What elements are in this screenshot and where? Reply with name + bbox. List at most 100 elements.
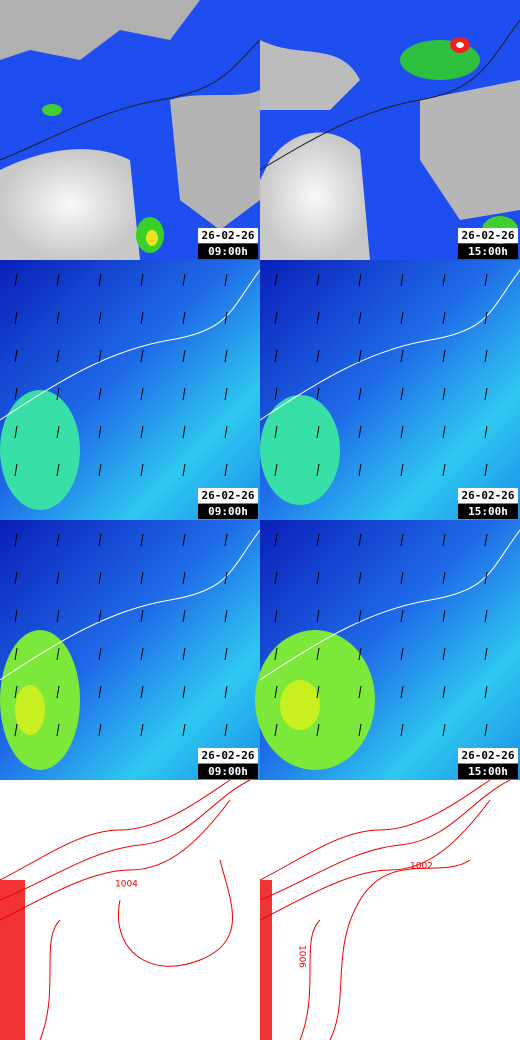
wind-arrow [400,463,404,477]
isobar-label: 1004 [115,880,138,890]
wind-arrow [484,647,488,661]
wind-arrow [442,571,446,585]
wind-arrow [56,685,60,699]
precip-panel [0,0,260,260]
date-label: 26-02-26 [202,229,255,242]
wind-arrow [484,571,488,585]
wind-arrow [316,571,320,585]
wind-arrow [56,463,60,477]
wind-arrow [400,533,404,547]
wind-arrow [274,533,278,547]
wind-arrow [484,685,488,699]
wind-arrow [224,463,228,477]
wind-arrow [56,647,60,661]
wind-arrow [14,273,18,287]
wind-arrow [14,425,18,439]
wind-arrow [274,425,278,439]
wind-arrow [140,571,144,585]
wind-arrow [274,609,278,623]
wind-arrow [316,723,320,737]
wind-arrow [98,685,102,699]
wind-arrow [14,685,18,699]
wind-arrow [182,685,186,699]
wind-arrow [224,273,228,287]
time-label: 15:00h [468,245,508,258]
time-box [458,504,518,519]
wind-arrow [182,425,186,439]
wind-arrow [484,609,488,623]
wind-arrow [182,311,186,325]
wind-arrow [484,387,488,401]
wind-arrow [56,571,60,585]
wind-arrow [14,723,18,737]
wind-arrow [442,533,446,547]
wind-arrow [182,349,186,363]
time-box [198,244,258,259]
wind-arrow [182,273,186,287]
wind-arrow [358,387,362,401]
wind-arrow [442,387,446,401]
wind-arrow [316,311,320,325]
date-box [458,228,518,243]
wind-arrow [400,647,404,661]
wind-arrow [400,571,404,585]
wind-arrow [274,685,278,699]
wind-arrow [56,533,60,547]
isobar-label: 1006 [297,945,307,968]
wind-arrow [442,463,446,477]
wind-arrow [224,647,228,661]
wind-arrow [400,723,404,737]
date-box [198,488,258,503]
wind-arrow [140,273,144,287]
time-box [198,504,258,519]
wind-arrow [484,349,488,363]
wind-arrow [182,571,186,585]
wind-arrow [358,425,362,439]
wind-arrow [274,349,278,363]
wind-arrow [400,273,404,287]
wind-arrow [484,273,488,287]
wind-arrow [484,311,488,325]
wind-arrow [182,647,186,661]
wind-arrow [182,387,186,401]
wind-arrow [484,425,488,439]
wind-arrow [140,685,144,699]
wind-arrow [400,387,404,401]
isobar-label: 1002 [410,862,433,872]
wind-arrow [358,463,362,477]
wind-arrow [316,273,320,287]
wind-arrow [442,723,446,737]
date-box [198,748,258,763]
wind-arrow [98,463,102,477]
wind-arrow [98,533,102,547]
time-box [458,244,518,259]
wind-arrow [224,425,228,439]
wind-arrow [400,685,404,699]
wind-arrow [140,311,144,325]
wind-arrow [224,571,228,585]
pressure-panels [0,779,511,1040]
wind-arrow [316,533,320,547]
wind-arrow [358,609,362,623]
wind-arrow [400,349,404,363]
wind-arrow [274,311,278,325]
wind-arrow [56,311,60,325]
wind-arrow [14,647,18,661]
wind-arrow [316,387,320,401]
wind-arrow [14,571,18,585]
precip-panel [260,0,520,260]
wind-arrow [140,425,144,439]
wind-arrow [140,609,144,623]
wind-arrow [98,311,102,325]
time-label: 15:00h [468,505,508,518]
wind-arrow [358,647,362,661]
wind-arrow [14,311,18,325]
wind-arrow [98,723,102,737]
wind-arrow [140,463,144,477]
time-box [198,764,258,779]
wind-arrow [484,463,488,477]
wind-arrow [400,425,404,439]
wind-arrow [274,463,278,477]
time-label: 09:00h [208,505,248,518]
